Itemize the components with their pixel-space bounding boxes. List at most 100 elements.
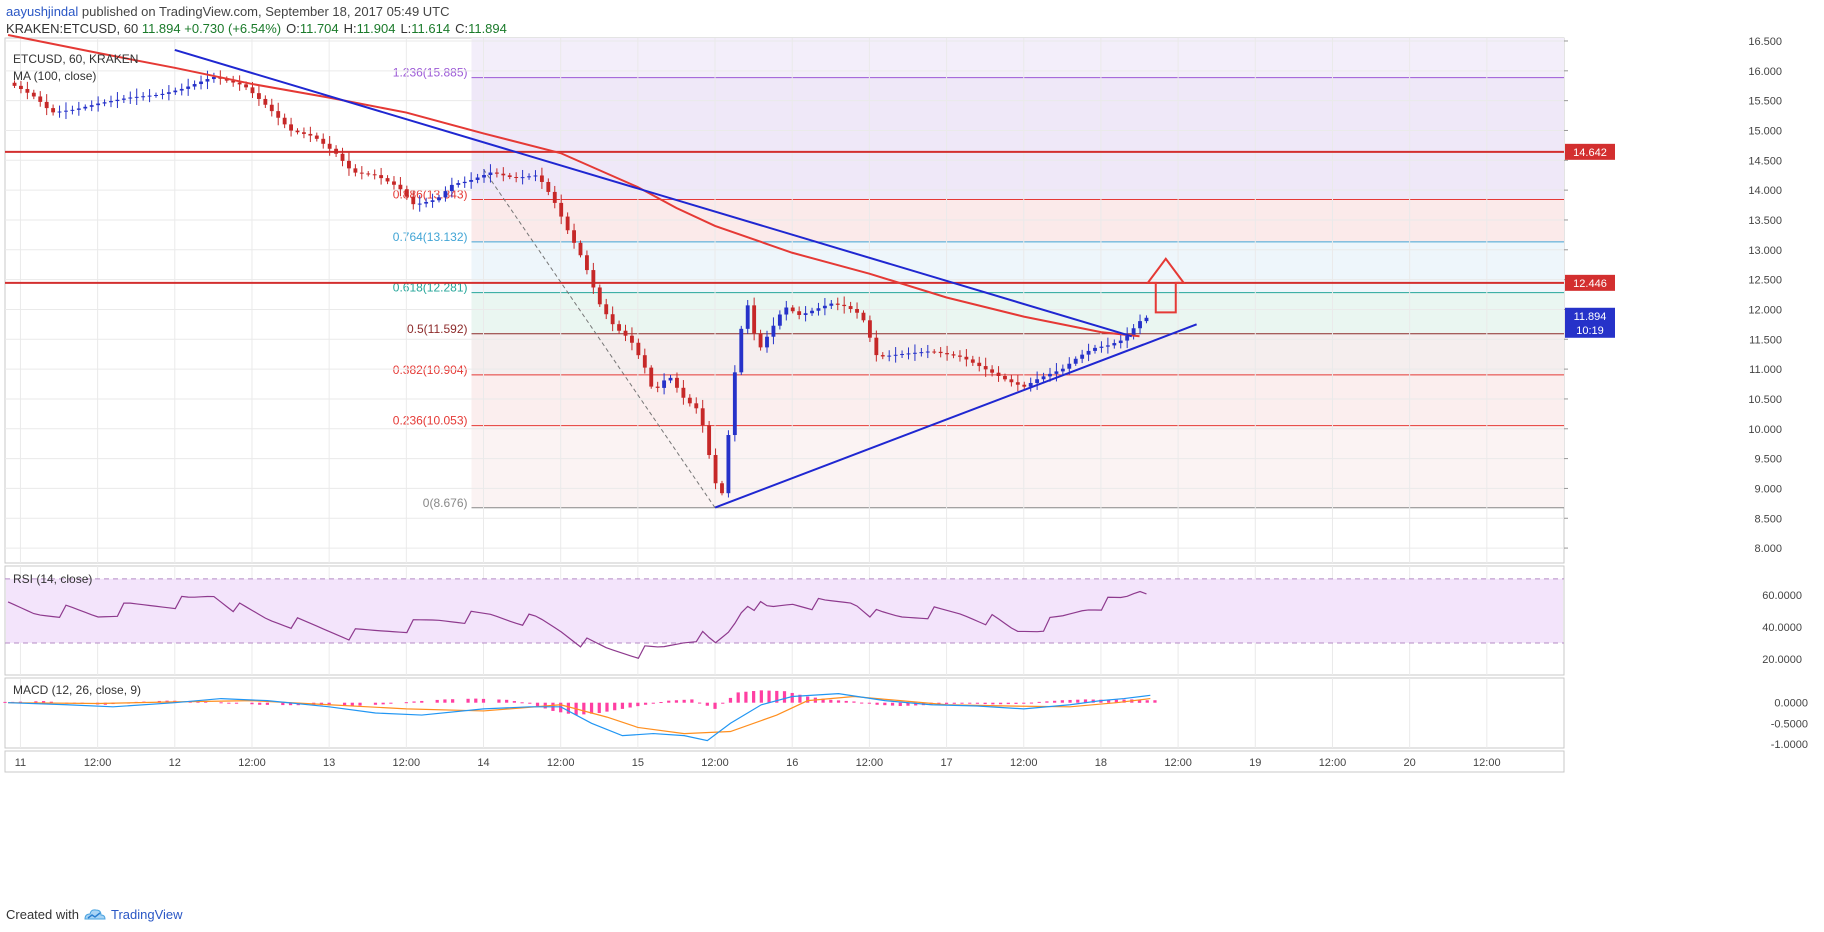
candle-body	[572, 230, 576, 243]
candle-body	[900, 354, 904, 356]
tradingview-brand[interactable]: TradingView	[110, 907, 183, 922]
macd-histogram-bar	[651, 702, 655, 704]
macd-histogram-bar	[412, 701, 416, 703]
macd-histogram-bar	[451, 699, 455, 703]
candle-body	[1060, 368, 1065, 372]
price-tick-label: 13.500	[1748, 215, 1782, 227]
fib-level-label: 0.382(10.904)	[393, 363, 468, 377]
time-tick-label: 12:00	[84, 757, 112, 769]
macd-histogram-bar	[528, 702, 532, 704]
candle-body	[308, 133, 313, 136]
created-with-text: Created with	[6, 907, 79, 922]
macd-histogram-bar	[420, 700, 424, 703]
macd-histogram-bar	[49, 701, 53, 703]
fib-zone	[471, 425, 1565, 508]
rsi-tick-label: 20.0000	[1762, 654, 1802, 666]
candle-body	[186, 86, 191, 89]
candle-body	[231, 80, 236, 83]
macd-histogram-bar	[759, 690, 763, 703]
macd-histogram-bar	[605, 702, 609, 712]
candle-body	[636, 342, 641, 356]
candle-body	[559, 202, 564, 217]
candle-body	[842, 304, 847, 307]
candle-body	[777, 314, 782, 326]
macd-histogram-bar	[844, 700, 848, 703]
macd-histogram-bar	[589, 702, 594, 714]
candle-body	[874, 337, 879, 356]
macd-histogram-bar	[690, 699, 694, 703]
macd-tick-label: -1.0000	[1771, 739, 1808, 751]
fib-level-label: 0.764(13.132)	[393, 230, 468, 244]
candle-body	[256, 93, 261, 99]
candle-body	[83, 106, 88, 109]
candle-body	[687, 397, 692, 404]
ma-indicator-label: MA (100, close)	[13, 69, 96, 83]
candle-body	[771, 325, 776, 337]
candle-body	[488, 172, 493, 176]
macd-histogram-bar	[697, 702, 702, 704]
rsi-tick-label: 60.0000	[1762, 590, 1802, 602]
candle-body	[745, 305, 750, 329]
candle-body	[1093, 347, 1097, 351]
rsi-band-fill	[6, 578, 1563, 643]
time-tick-label: 12:00	[1473, 757, 1501, 769]
candle-body	[302, 132, 306, 134]
candle-body	[597, 287, 602, 305]
close-value: 11.894	[468, 21, 507, 36]
candle-body	[565, 216, 570, 231]
high-value: 11.904	[356, 21, 396, 36]
macd-histogram-bar	[728, 697, 733, 703]
candle-body	[347, 160, 351, 169]
macd-histogram-bar	[34, 701, 38, 703]
candle-body	[1080, 354, 1085, 359]
candle-body	[610, 314, 615, 325]
macd-histogram-bar	[566, 702, 571, 714]
macd-histogram-bar	[1137, 699, 1142, 703]
candle-body	[359, 172, 364, 174]
macd-histogram-bar	[767, 690, 771, 703]
macd-histogram-bar	[613, 702, 617, 711]
candle-body	[810, 310, 814, 314]
rsi-line	[7, 590, 1147, 659]
candle-body	[250, 87, 255, 94]
candle-body	[237, 82, 242, 85]
level-price-label: 14.642	[1573, 147, 1607, 159]
candle-body	[887, 355, 892, 357]
candle-body	[668, 377, 673, 381]
macd-line	[8, 693, 1151, 742]
time-tick-label: 12:00	[1010, 757, 1038, 769]
candle-body	[211, 76, 216, 80]
candle-body	[224, 78, 229, 81]
candle-body	[906, 353, 911, 355]
candle-body	[1112, 343, 1117, 346]
price-tick-label: 13.000	[1748, 245, 1782, 257]
candle-body	[353, 168, 358, 173]
time-tick-label: 15	[632, 757, 644, 769]
macd-histogram-bar	[1045, 701, 1049, 703]
fib-zone	[471, 77, 1565, 200]
candle-body	[51, 108, 56, 113]
candle-body	[295, 130, 300, 133]
candle-body	[115, 99, 120, 102]
macd-histogram-bar	[505, 699, 509, 703]
candle-body	[546, 181, 551, 192]
macd-histogram-bar	[883, 702, 887, 706]
macd-tick-label: -0.5000	[1771, 718, 1808, 730]
macd-histogram-bar	[1114, 699, 1118, 703]
candle-body	[89, 105, 94, 107]
candle-body	[1105, 345, 1110, 347]
macd-histogram-bar	[713, 702, 717, 709]
macd-histogram-bar	[991, 702, 995, 705]
candle-body	[655, 386, 660, 388]
publisher-name[interactable]: aayushjindal	[6, 4, 79, 19]
candle-body	[199, 81, 203, 85]
ohlc-line: KRAKEN:ETCUSD, 60 11.894 +0.730 (+6.54%)…	[6, 21, 507, 36]
candle-body	[38, 96, 43, 102]
macd-histogram-bar	[744, 691, 748, 703]
macd-histogram-bar	[327, 702, 331, 706]
candle-body	[147, 95, 152, 97]
candle-body	[694, 403, 699, 409]
macd-histogram-bar	[798, 694, 802, 703]
fib-zone	[471, 333, 1565, 375]
